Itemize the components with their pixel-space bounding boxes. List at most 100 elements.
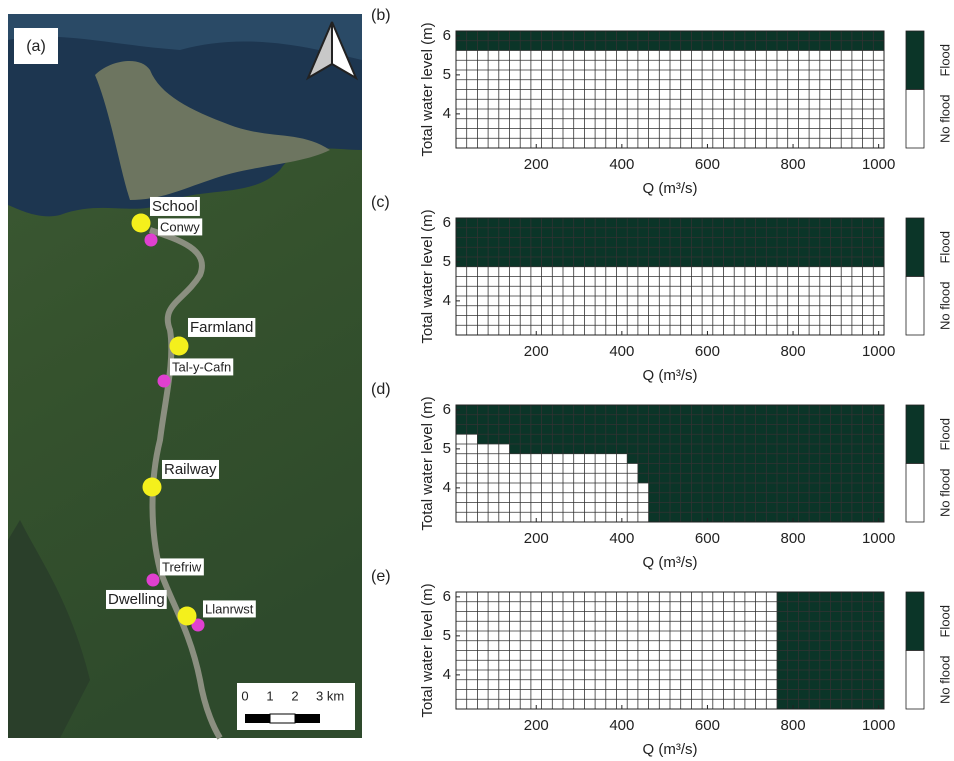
flood-cell bbox=[787, 218, 799, 267]
flood-cell bbox=[595, 405, 606, 454]
flood-cell bbox=[862, 218, 874, 267]
flood-cell bbox=[648, 218, 660, 267]
map-panel: (a) bbox=[8, 14, 362, 740]
x-tick-label: 200 bbox=[524, 530, 549, 547]
flood-cell bbox=[541, 218, 553, 267]
town-label: Tal-y-Cafn bbox=[172, 359, 231, 374]
flood-cell bbox=[552, 218, 563, 267]
flood-cell bbox=[498, 218, 510, 267]
town-marker bbox=[157, 374, 171, 388]
flood-cell bbox=[670, 218, 681, 267]
scale-label: 0 bbox=[241, 688, 248, 703]
x-axis-label: Q (m³/s) bbox=[643, 554, 698, 571]
plot-frame bbox=[455, 217, 885, 336]
flood-cell bbox=[841, 218, 852, 267]
site-marker bbox=[142, 477, 162, 497]
legend-swatch bbox=[905, 217, 925, 277]
flood-cell bbox=[691, 218, 703, 267]
flood-cell bbox=[584, 218, 596, 267]
flood-cell bbox=[530, 405, 542, 454]
site-label: Railway bbox=[164, 461, 217, 478]
flood-cell bbox=[659, 218, 670, 267]
site-label-box bbox=[188, 317, 256, 337]
town-marker bbox=[191, 618, 205, 632]
site-label: School bbox=[152, 198, 198, 215]
legend-swatch bbox=[905, 404, 925, 464]
flood-cell bbox=[605, 218, 617, 267]
site-label-box bbox=[150, 196, 200, 216]
panel-label: (c) bbox=[371, 194, 390, 211]
site-marker bbox=[131, 213, 151, 233]
legend-swatch bbox=[905, 276, 925, 336]
town-marker bbox=[144, 233, 158, 247]
flood-cell bbox=[541, 405, 553, 454]
x-tick-label: 600 bbox=[695, 530, 720, 547]
flood-cell bbox=[466, 218, 478, 267]
flood-cell bbox=[520, 405, 531, 454]
scale-seg bbox=[245, 714, 270, 723]
plot-frame bbox=[455, 591, 885, 710]
site-label-box bbox=[106, 589, 167, 609]
flood-cell bbox=[830, 218, 842, 267]
x-tick-label: 600 bbox=[695, 343, 720, 360]
x-tick-label: 400 bbox=[609, 156, 634, 173]
flood-cell bbox=[637, 218, 649, 267]
x-tick-label: 800 bbox=[781, 156, 806, 173]
flood-cell bbox=[573, 218, 585, 267]
town-label: Trefriw bbox=[162, 559, 202, 574]
legend-swatch bbox=[905, 463, 925, 523]
flood-cell bbox=[509, 218, 521, 267]
flood-cell bbox=[809, 218, 820, 267]
site-label: Farmland bbox=[190, 319, 253, 336]
scale-seg bbox=[269, 713, 296, 724]
flood-cell bbox=[680, 218, 692, 267]
flood-cell bbox=[734, 218, 745, 267]
site-marker bbox=[177, 606, 197, 626]
legend-swatch bbox=[905, 650, 925, 710]
x-axis-label: Q (m³/s) bbox=[643, 367, 698, 384]
y-tick-label: 4 bbox=[443, 105, 451, 122]
flood-cell bbox=[488, 218, 499, 267]
x-tick-label: 600 bbox=[695, 156, 720, 173]
x-tick-label: 1000 bbox=[862, 530, 895, 547]
flood-cell bbox=[744, 218, 756, 267]
north-arrow bbox=[305, 21, 359, 81]
town-label-box bbox=[203, 600, 256, 618]
legend-label: Flood bbox=[937, 605, 952, 638]
x-tick-label: 1000 bbox=[862, 717, 895, 734]
legend-label: No flood bbox=[937, 282, 952, 330]
scale-label: 3 km bbox=[316, 688, 344, 703]
y-axis-label: Total water level (m) bbox=[419, 396, 436, 530]
flood-cell bbox=[456, 218, 467, 267]
y-tick-label: 6 bbox=[443, 27, 451, 44]
x-tick-label: 200 bbox=[524, 717, 549, 734]
y-tick-label: 4 bbox=[443, 292, 451, 309]
town-label: Llanrwst bbox=[205, 601, 254, 616]
legend-label: No flood bbox=[937, 469, 952, 517]
site-marker bbox=[169, 336, 189, 356]
town-marker bbox=[146, 573, 160, 587]
x-tick-label: 800 bbox=[781, 343, 806, 360]
flood-cell bbox=[766, 218, 777, 267]
town-label: Conwy bbox=[160, 219, 200, 234]
y-axis-label: Total water level (m) bbox=[419, 22, 436, 156]
y-tick-label: 5 bbox=[443, 627, 451, 644]
x-tick-label: 400 bbox=[609, 343, 634, 360]
flood-cell bbox=[573, 405, 585, 454]
y-axis-label: Total water level (m) bbox=[419, 209, 436, 343]
panel-label: (d) bbox=[371, 381, 391, 398]
scale-seg bbox=[295, 714, 320, 723]
headland bbox=[95, 60, 330, 201]
y-tick-label: 6 bbox=[443, 401, 451, 418]
flood-cell bbox=[712, 218, 724, 267]
flood-cell bbox=[563, 218, 574, 267]
x-tick-label: 400 bbox=[609, 530, 634, 547]
flood-cell bbox=[530, 218, 542, 267]
flood-cell bbox=[873, 218, 884, 267]
legend-label: No flood bbox=[937, 656, 952, 704]
x-axis-label: Q (m³/s) bbox=[643, 180, 698, 197]
legend-swatch bbox=[905, 30, 925, 90]
y-tick-label: 6 bbox=[443, 214, 451, 231]
plot-frame bbox=[455, 404, 885, 523]
